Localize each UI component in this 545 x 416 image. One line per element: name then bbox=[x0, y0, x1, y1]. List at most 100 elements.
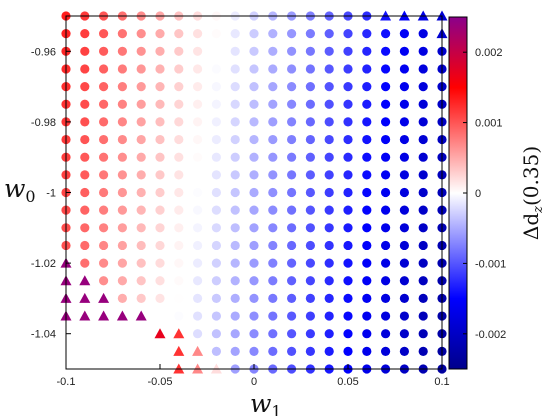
data-point-circle bbox=[268, 64, 278, 74]
data-point-circle bbox=[211, 29, 221, 39]
data-point-circle bbox=[193, 152, 203, 162]
data-points bbox=[60, 10, 448, 374]
data-point-circle bbox=[362, 117, 372, 127]
data-point-circle bbox=[399, 99, 409, 109]
data-point-circle bbox=[99, 134, 109, 145]
data-point-circle bbox=[305, 293, 315, 303]
data-point-circle bbox=[80, 187, 90, 198]
data-point-circle bbox=[136, 82, 146, 92]
data-point-circle bbox=[155, 134, 165, 145]
data-point-circle bbox=[155, 99, 165, 109]
data-point-circle bbox=[193, 46, 203, 56]
data-point-circle bbox=[99, 117, 109, 127]
data-point-circle bbox=[381, 82, 391, 92]
data-point-circle bbox=[80, 258, 90, 268]
data-point-circle bbox=[362, 293, 372, 303]
data-point-circle bbox=[362, 46, 372, 56]
data-point-circle bbox=[418, 29, 428, 39]
data-point-circle bbox=[174, 187, 184, 198]
data-point-circle bbox=[305, 152, 315, 162]
colorbar-label: Δdz(0.35) bbox=[519, 146, 545, 240]
data-point-circle bbox=[80, 46, 90, 56]
data-point-circle bbox=[230, 64, 240, 74]
data-point-circle bbox=[362, 152, 372, 162]
data-point-circle bbox=[193, 205, 203, 215]
data-point-circle bbox=[155, 117, 165, 127]
data-point-circle bbox=[305, 117, 315, 127]
data-point-circle bbox=[324, 117, 334, 127]
data-point-circle bbox=[343, 82, 353, 92]
data-point-circle bbox=[136, 170, 146, 180]
data-point-circle bbox=[174, 46, 184, 56]
data-point-circle bbox=[80, 82, 90, 92]
data-point-circle bbox=[399, 329, 409, 339]
data-point-circle bbox=[343, 117, 353, 127]
data-point-circle bbox=[193, 240, 203, 251]
data-point-circle bbox=[117, 187, 127, 198]
data-point-circle bbox=[287, 99, 297, 109]
data-point-circle bbox=[136, 223, 146, 233]
data-point-circle bbox=[381, 170, 391, 180]
data-point-circle bbox=[399, 152, 409, 162]
data-point-circle bbox=[362, 99, 372, 109]
data-point-circle bbox=[362, 240, 372, 251]
data-point-circle bbox=[418, 346, 428, 356]
data-point-circle bbox=[305, 99, 315, 109]
data-point-circle bbox=[249, 293, 259, 303]
data-point-circle bbox=[193, 29, 203, 39]
data-point-circle bbox=[381, 187, 391, 198]
data-point-circle bbox=[230, 293, 240, 303]
data-point-circle bbox=[211, 311, 221, 321]
data-point-circle bbox=[136, 99, 146, 109]
data-point-circle bbox=[174, 276, 184, 286]
data-point-circle bbox=[305, 82, 315, 92]
data-point-circle bbox=[99, 223, 109, 233]
data-point-circle bbox=[174, 134, 184, 145]
data-point-circle bbox=[381, 29, 391, 39]
data-point-circle bbox=[211, 346, 221, 356]
data-point-circle bbox=[117, 240, 127, 251]
data-point-circle bbox=[193, 223, 203, 233]
data-point-circle bbox=[230, 99, 240, 109]
data-point-circle bbox=[381, 152, 391, 162]
data-point-circle bbox=[174, 170, 184, 180]
data-point-circle bbox=[117, 117, 127, 127]
data-point-circle bbox=[343, 311, 353, 321]
data-point-circle bbox=[249, 276, 259, 286]
data-point-circle bbox=[117, 134, 127, 145]
data-point-circle bbox=[80, 205, 90, 215]
data-point-circle bbox=[99, 258, 109, 268]
data-point-circle bbox=[174, 258, 184, 268]
data-point-circle bbox=[193, 134, 203, 145]
data-point-circle bbox=[193, 329, 203, 339]
data-point-circle bbox=[136, 152, 146, 162]
data-point-circle bbox=[381, 117, 391, 127]
data-point-circle bbox=[117, 29, 127, 39]
data-point-circle bbox=[117, 205, 127, 215]
data-point-circle bbox=[343, 223, 353, 233]
data-point-circle bbox=[324, 152, 334, 162]
data-point-circle bbox=[230, 134, 240, 145]
data-point-circle bbox=[324, 64, 334, 74]
data-point-circle bbox=[399, 29, 409, 39]
data-point-circle bbox=[80, 117, 90, 127]
data-point-circle bbox=[230, 170, 240, 180]
data-point-circle bbox=[155, 152, 165, 162]
data-point-circle bbox=[174, 205, 184, 215]
data-point-circle bbox=[418, 293, 428, 303]
data-point-circle bbox=[362, 64, 372, 74]
data-point-circle bbox=[117, 293, 127, 303]
data-point-circle bbox=[80, 134, 90, 145]
data-point-circle bbox=[117, 64, 127, 74]
data-point-circle bbox=[136, 293, 146, 303]
data-point-circle bbox=[117, 223, 127, 233]
data-point-circle bbox=[362, 346, 372, 356]
data-point-circle bbox=[155, 64, 165, 74]
data-point-circle bbox=[381, 293, 391, 303]
data-point-circle bbox=[211, 223, 221, 233]
data-point-circle bbox=[99, 152, 109, 162]
data-point-circle bbox=[211, 152, 221, 162]
data-point-circle bbox=[399, 82, 409, 92]
data-point-triangle bbox=[79, 292, 91, 303]
